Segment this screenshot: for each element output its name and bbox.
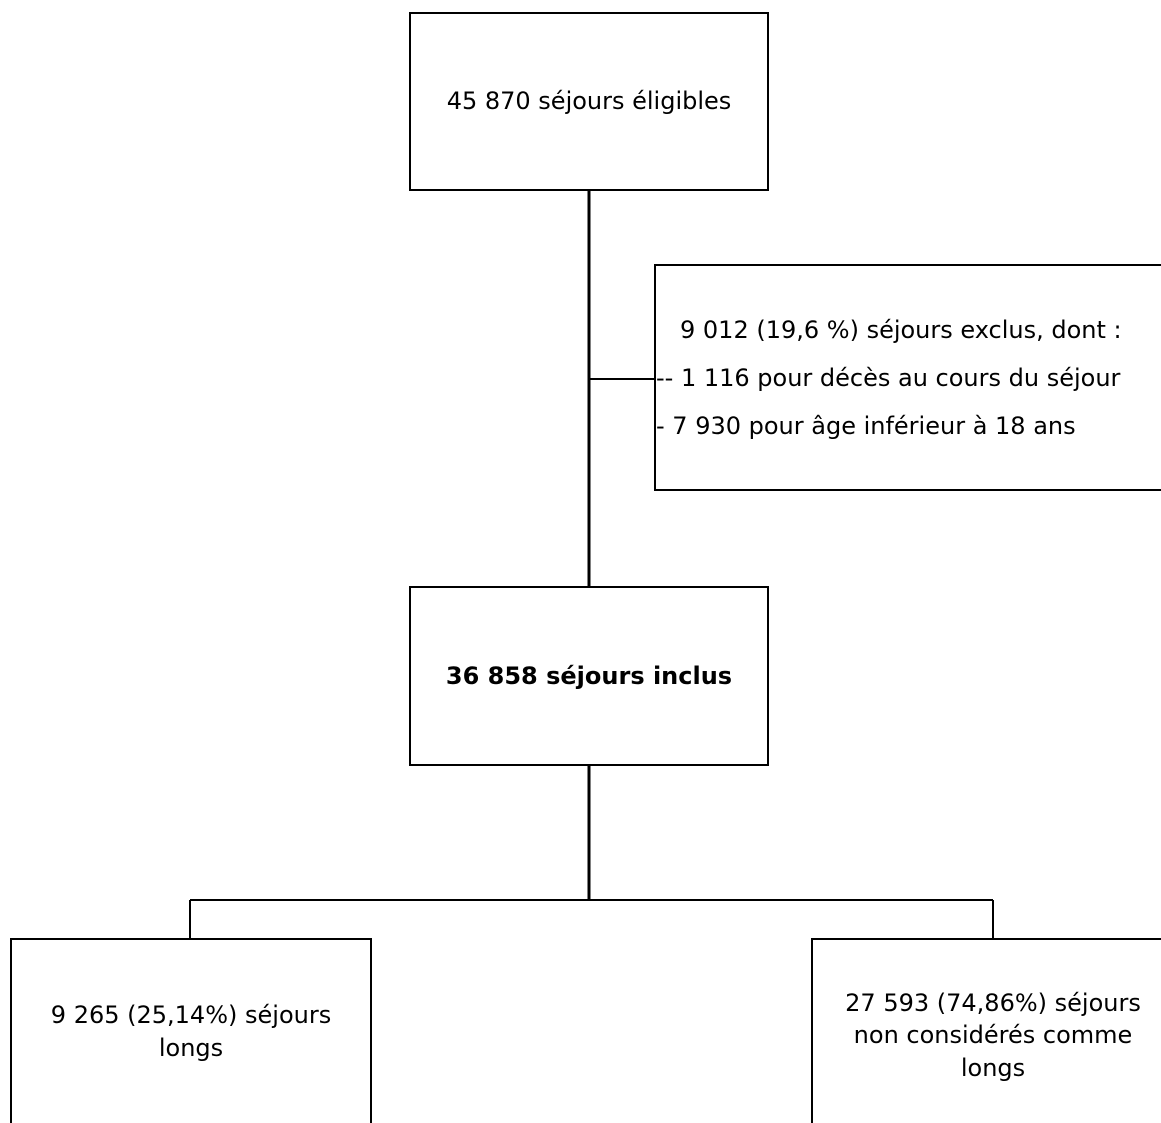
excluded-death-item: -- 1 116 pour décès au cours du séjour <box>656 364 1121 392</box>
eligible-stays-box: 45 870 séjours éligibles <box>409 12 769 191</box>
eligible-stays-label: 45 870 séjours éligibles <box>446 87 732 116</box>
long-stays-box: 9 265 (25,14%) séjours longs <box>10 938 372 1123</box>
long-stays-label: 9 265 (25,14%) séjours longs <box>50 1001 332 1062</box>
not-long-stays-label: 27 593 (74,86%) séjours non considérés c… <box>845 989 1141 1082</box>
excluded-age-item: - 7 930 pour âge inférieur à 18 ans <box>656 412 1076 440</box>
not-long-stays-box: 27 593 (74,86%) séjours non considérés c… <box>811 938 1161 1123</box>
excluded-stays-header: 9 012 (19,6 %) séjours exclus, dont : <box>680 316 1122 344</box>
excluded-stays-box: 9 012 (19,6 %) séjours exclus, dont : --… <box>654 264 1161 491</box>
included-stays-label: 36 858 séjours inclus <box>445 661 733 690</box>
included-stays-box: 36 858 séjours inclus <box>409 586 769 766</box>
